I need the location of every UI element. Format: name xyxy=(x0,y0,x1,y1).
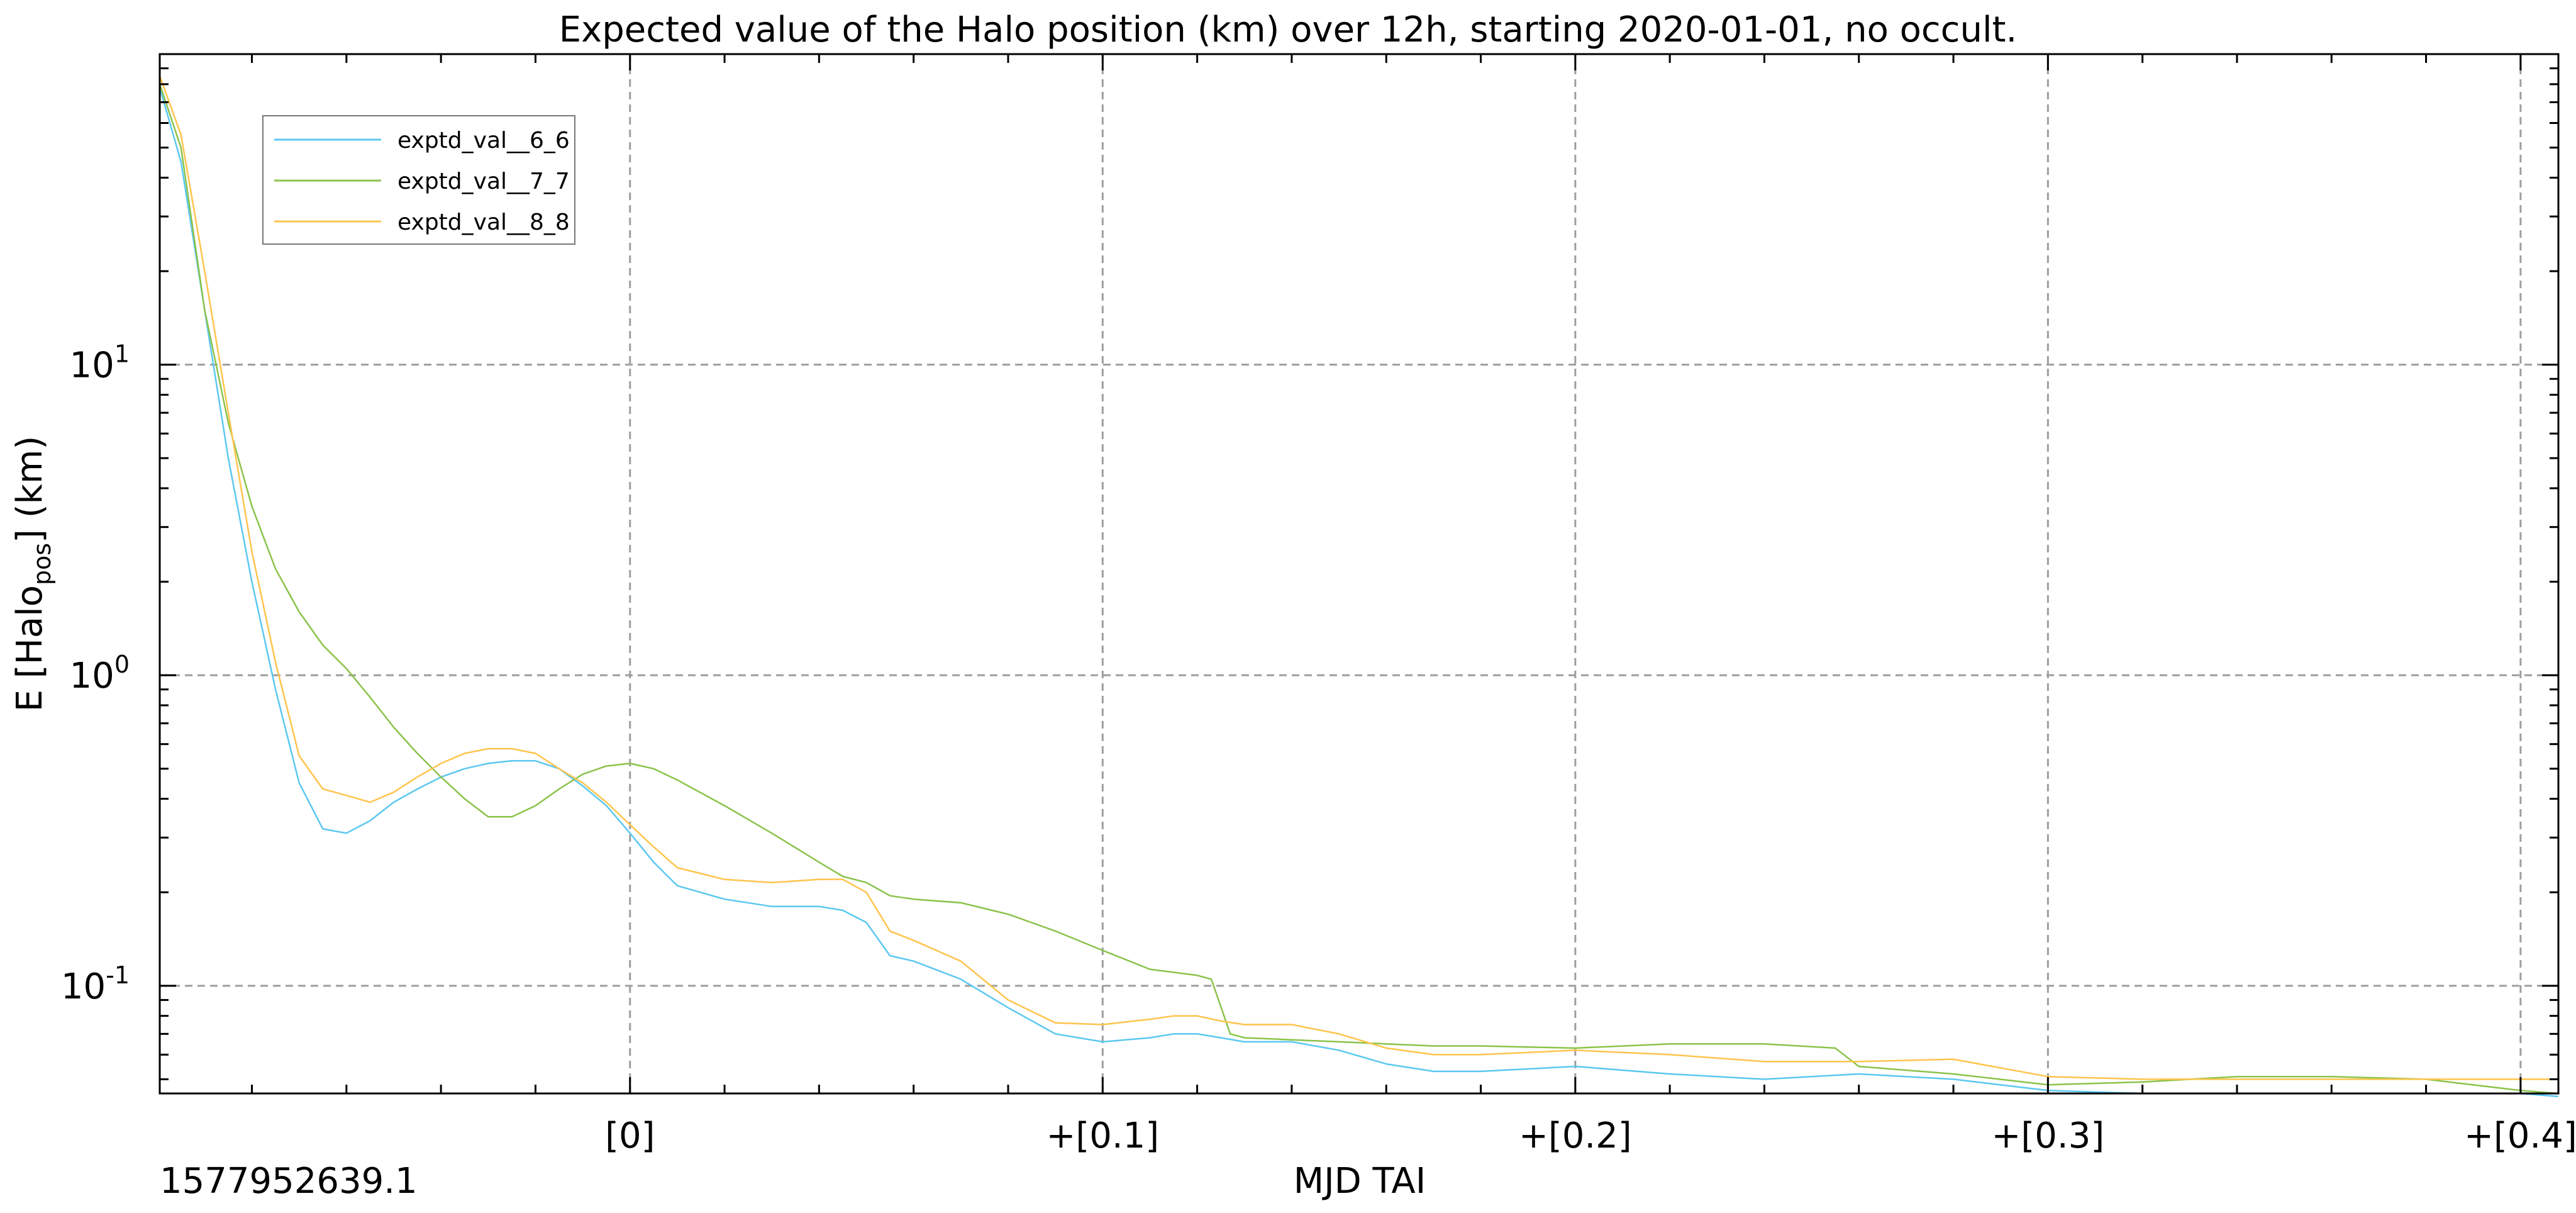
y-tick-label: 101 xyxy=(70,340,130,386)
x-tick-labels: [0] +[0.1] +[0.2] +[0.3] +[0.4] xyxy=(605,1115,2576,1156)
legend-entry-label: exptd_val__8_8 xyxy=(397,210,570,235)
series-line-exptd_val__8_8 xyxy=(158,75,2558,1080)
y-axis-label: E [Halopos] (km) xyxy=(9,436,56,712)
legend: exptd_val__6_6 exptd_val__7_7 exptd_val__8… xyxy=(262,115,575,245)
y-tick-exponent: 1 xyxy=(114,340,130,368)
x-tick-label: [0] xyxy=(605,1115,655,1156)
y-axis-label-main: E [Halo xyxy=(9,585,50,712)
chart-title: Expected value of the Halo position (km)… xyxy=(559,9,2018,50)
y-axis-label-subscript: pos xyxy=(28,543,56,585)
x-tick-label: +[0.3] xyxy=(1992,1115,2105,1156)
axis-ticks xyxy=(160,54,2558,1093)
x-tick-label: +[0.4] xyxy=(2464,1115,2576,1156)
y-tick-label: 10-1 xyxy=(61,961,130,1007)
y-tick-exponent: 0 xyxy=(114,651,130,678)
y-tick-label: 100 xyxy=(70,651,130,696)
plot-series xyxy=(158,75,2559,1098)
grid-lines xyxy=(160,54,2558,1093)
y-tick-base: 10 xyxy=(70,345,114,386)
y-tick-base: 10 xyxy=(61,966,106,1007)
x-tick-label: +[0.2] xyxy=(1519,1115,1632,1156)
x-axis-label: MJD TAI xyxy=(1294,1161,1426,1202)
series-line-exptd_val__7_7 xyxy=(158,84,2559,1095)
legend-entry-label: exptd_val__7_7 xyxy=(397,169,570,194)
y-axis-label-tail: ] (km) xyxy=(9,436,50,543)
y-tick-base: 10 xyxy=(70,656,114,696)
legend-entry-label: exptd_val__6_6 xyxy=(397,128,570,154)
plot-frame xyxy=(158,53,2560,1095)
x-tick-label: +[0.1] xyxy=(1046,1115,1159,1156)
series-line-exptd_val__6_6 xyxy=(158,87,2559,1098)
y-tick-exponent: -1 xyxy=(106,961,130,989)
x-axis-offset-label: 1577952639.1 xyxy=(160,1161,418,1202)
